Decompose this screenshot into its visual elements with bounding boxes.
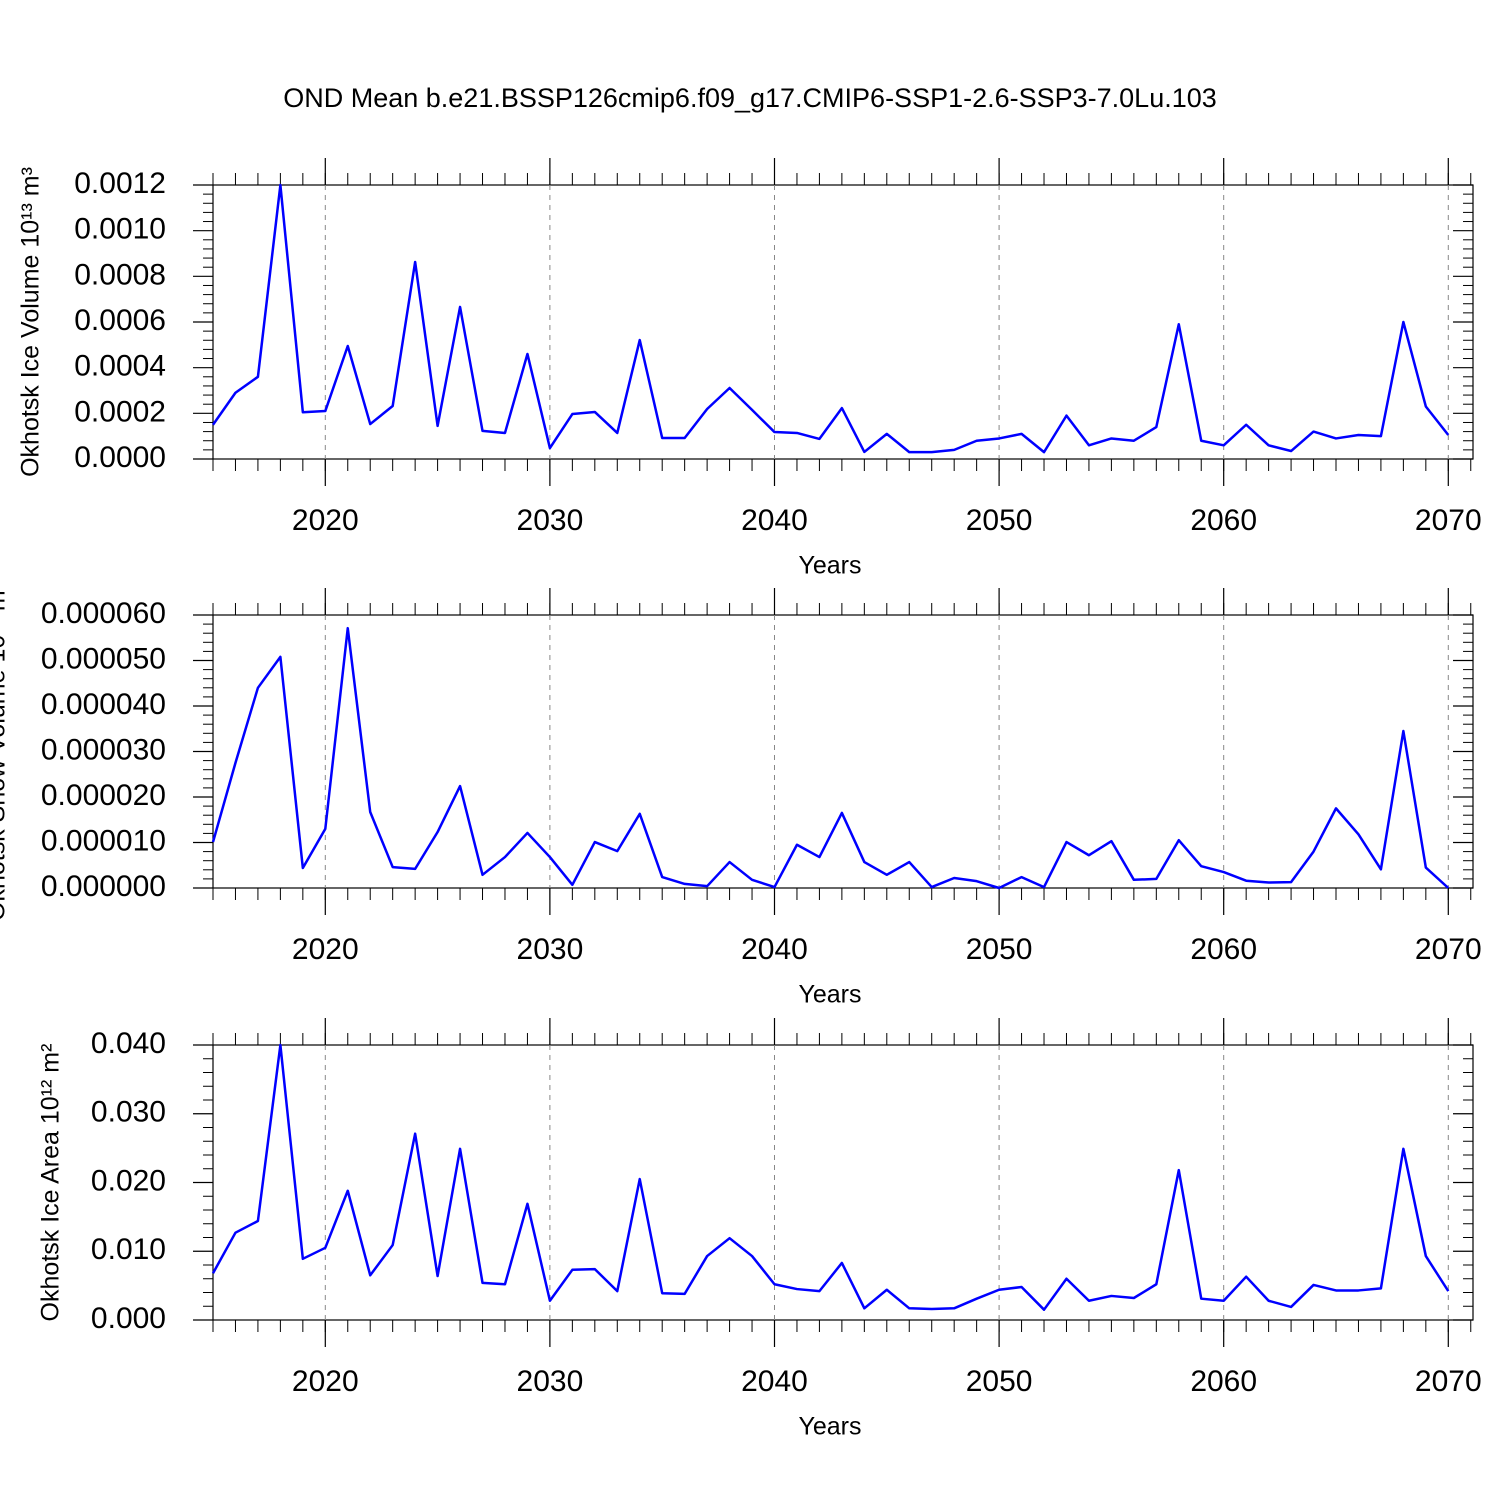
y-tick-label: 0.020	[91, 1164, 166, 1197]
x-tick-label: 2070	[1415, 933, 1482, 966]
x-tick-label: 2040	[741, 933, 808, 966]
y-tick-label: 0.040	[91, 1027, 166, 1060]
data-line	[211, 1043, 1450, 1311]
data-line	[211, 626, 1450, 890]
x-tick-label: 2030	[517, 1365, 584, 1398]
y-tick-label: 0.0008	[74, 258, 166, 291]
y-tick-label: 0.0006	[74, 304, 166, 337]
x-tick-label: 2060	[1190, 504, 1257, 537]
x-tick-label: 2030	[517, 933, 584, 966]
y-tick-label: 0.000020	[41, 779, 166, 812]
x-tick-label: 2060	[1190, 1365, 1257, 1398]
x-tick-label: 2050	[966, 504, 1033, 537]
data-line	[211, 183, 1450, 454]
x-axis-label: Years	[798, 1413, 861, 1441]
y-axis-label: Okhotsk Ice Area 10¹² m²	[37, 1044, 65, 1322]
y-tick-label: 0.0004	[74, 350, 166, 383]
x-tick-label: 2040	[741, 1365, 808, 1398]
figure-title: OND Mean b.e21.BSSP126cmip6.f09_g17.CMIP…	[283, 83, 1217, 113]
x-tick-label: 2020	[292, 1365, 359, 1398]
x-axis-label: Years	[798, 552, 861, 580]
y-axis-label: Okhotsk Snow Volume 10¹³ m³	[0, 582, 11, 921]
y-tick-label: 0.000	[91, 1302, 166, 1335]
y-tick-label: 0.0010	[74, 213, 166, 246]
y-tick-label: 0.000030	[41, 733, 166, 766]
x-tick-label: 2020	[292, 933, 359, 966]
x-tick-label: 2050	[966, 933, 1033, 966]
x-tick-label: 2020	[292, 504, 359, 537]
y-tick-label: 0.000000	[41, 870, 166, 903]
y-tick-label: 0.0002	[74, 395, 166, 428]
x-tick-label: 2040	[741, 504, 808, 537]
y-tick-label: 0.000050	[41, 642, 166, 675]
y-tick-label: 0.000040	[41, 688, 166, 721]
y-tick-label: 0.010	[91, 1233, 166, 1266]
y-axis-label: Okhotsk Ice Volume 10¹³ m³	[17, 167, 45, 477]
y-tick-label: 0.0012	[74, 167, 166, 200]
x-tick-label: 2050	[966, 1365, 1033, 1398]
x-tick-label: 2030	[517, 504, 584, 537]
y-tick-label: 0.000060	[41, 597, 166, 630]
y-tick-label: 0.030	[91, 1096, 166, 1129]
x-tick-label: 2070	[1415, 1365, 1482, 1398]
x-axis-label: Years	[798, 981, 861, 1009]
y-tick-label: 0.000010	[41, 824, 166, 857]
x-tick-label: 2070	[1415, 504, 1482, 537]
x-tick-label: 2060	[1190, 933, 1257, 966]
y-tick-label: 0.0000	[74, 441, 166, 474]
